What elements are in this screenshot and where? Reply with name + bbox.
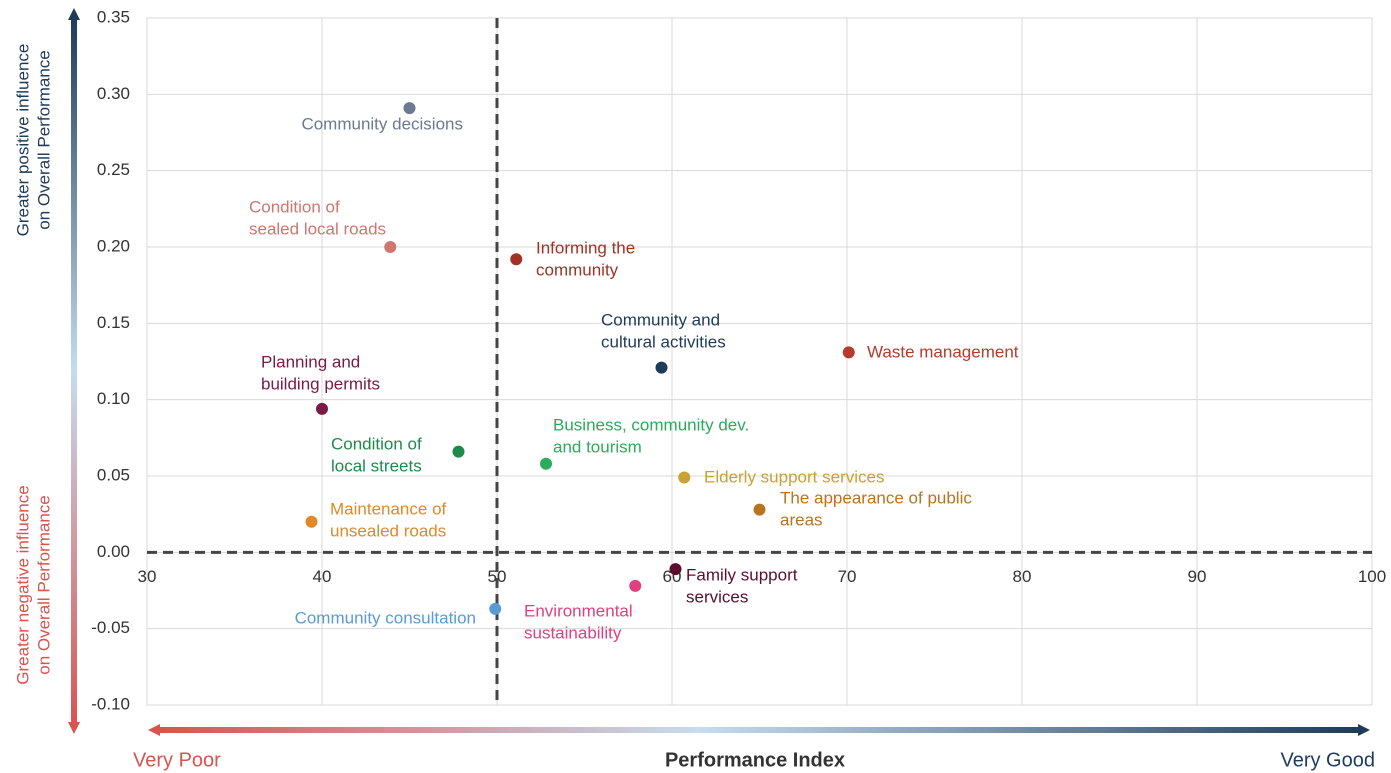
y-high-label-line: Greater positive influence (13, 44, 32, 237)
point (669, 563, 682, 576)
x-low-label: Very Poor (133, 749, 221, 771)
point-label: Elderly support services (704, 467, 884, 486)
point-label: local streets (331, 456, 422, 475)
point (316, 402, 328, 415)
y-tick-label: 0.20 (97, 236, 130, 255)
y-tick-label: 0.30 (97, 84, 130, 103)
point-label: and tourism (553, 437, 642, 456)
y-tick-label: 0.05 (97, 465, 130, 484)
point (842, 346, 855, 359)
point-label: Informing the (536, 238, 635, 257)
x-tick-label: 70 (838, 567, 857, 586)
y-arrow-tail (68, 722, 80, 734)
point-label: Business, community dev. (553, 415, 749, 434)
point-label: Family support (686, 565, 798, 584)
point-label: The appearance of public (780, 488, 972, 507)
x-tick-label: 90 (1188, 567, 1207, 586)
point-label: Condition of (249, 197, 340, 216)
x-arrow-tail (148, 724, 160, 736)
point-label: areas (780, 510, 823, 529)
y-high-label: Greater positive influence on Overall Pe… (13, 44, 53, 237)
point (452, 445, 465, 458)
y-low-label-line: Greater negative influence (13, 485, 32, 684)
y-tick-label: 0.25 (97, 160, 130, 179)
point-label: unsealed roads (330, 521, 446, 540)
point-label: sealed local roads (249, 219, 386, 238)
x-tick-label: 30 (138, 567, 157, 586)
point (655, 361, 668, 374)
point (629, 579, 642, 592)
point-label: Condition of (331, 434, 422, 453)
y-high-label-line: on Overall Performance (34, 50, 53, 230)
point (753, 503, 766, 516)
y-low-label: Greater negative influence on Overall Pe… (13, 485, 53, 684)
y-arrow-head (68, 8, 80, 20)
point-label: Community and (601, 310, 720, 329)
x-high-label: Very Good (1280, 749, 1375, 771)
point-label: Planning and (261, 352, 360, 371)
point-label: Community consultation (295, 608, 476, 627)
point (489, 602, 502, 615)
point (510, 253, 523, 266)
point-label: sustainability (524, 623, 622, 642)
point-label: services (686, 587, 748, 606)
point (305, 515, 318, 528)
point-label: community (536, 260, 619, 279)
y-tick-label: 0.00 (97, 542, 130, 561)
x-tick-label: 50 (488, 567, 507, 586)
point-label: building permits (261, 374, 380, 393)
y-tick-label: 0.10 (97, 389, 130, 408)
y-tick-label: -0.10 (91, 694, 130, 713)
x-arrow-head (1358, 724, 1370, 736)
point (540, 457, 552, 470)
y-tick-label: -0.05 (91, 618, 130, 637)
x-axis-label: Performance Index (665, 749, 845, 771)
x-tick-label: 40 (313, 567, 332, 586)
point (403, 102, 416, 115)
point-label: Community decisions (301, 114, 463, 133)
y-low-label-line: on Overall Performance (34, 495, 53, 675)
x-tick-label: 80 (1013, 567, 1032, 586)
point-label: cultural activities (601, 332, 726, 351)
point-label: Waste management (867, 342, 1019, 361)
point-label: Maintenance of (330, 499, 447, 518)
y-arrow (71, 16, 77, 728)
point-label: Environmental (524, 601, 633, 620)
point (384, 241, 397, 253)
y-tick-label: 0.15 (97, 313, 130, 332)
x-arrow (156, 727, 1360, 733)
x-tick-label: 100 (1358, 567, 1386, 586)
point (678, 471, 691, 484)
y-tick-label: 0.35 (97, 7, 130, 26)
